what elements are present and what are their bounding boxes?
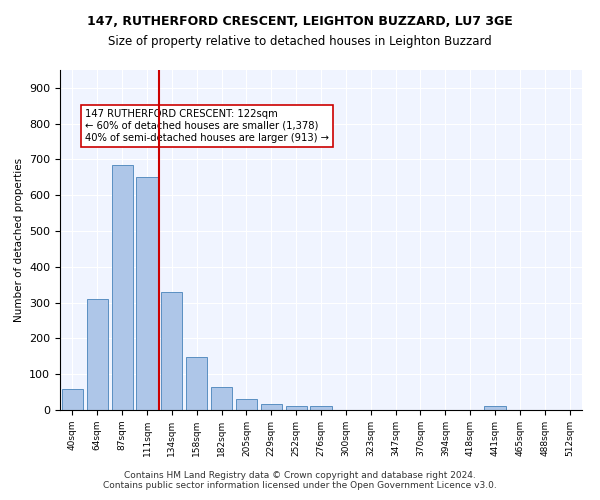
Bar (261, 404, 282, 410)
Y-axis label: Number of detached properties: Number of detached properties (14, 158, 23, 322)
Bar (310, 406, 332, 410)
Bar (87, 299, 108, 410)
Bar (211, 388, 232, 410)
Bar (62, 388, 83, 410)
Bar (186, 357, 207, 410)
Bar (161, 292, 182, 410)
Bar (286, 406, 307, 410)
Bar (484, 406, 506, 410)
Text: Size of property relative to detached houses in Leighton Buzzard: Size of property relative to detached ho… (108, 35, 492, 48)
Bar (136, 178, 158, 410)
Bar (236, 400, 257, 410)
Text: 147 RUTHERFORD CRESCENT: 122sqm
← 60% of detached houses are smaller (1,378)
40%: 147 RUTHERFORD CRESCENT: 122sqm ← 60% of… (85, 110, 329, 142)
Text: Contains HM Land Registry data © Crown copyright and database right 2024.
Contai: Contains HM Land Registry data © Crown c… (103, 470, 497, 490)
Bar (112, 165, 133, 410)
Text: 147, RUTHERFORD CRESCENT, LEIGHTON BUZZARD, LU7 3GE: 147, RUTHERFORD CRESCENT, LEIGHTON BUZZA… (87, 15, 513, 28)
